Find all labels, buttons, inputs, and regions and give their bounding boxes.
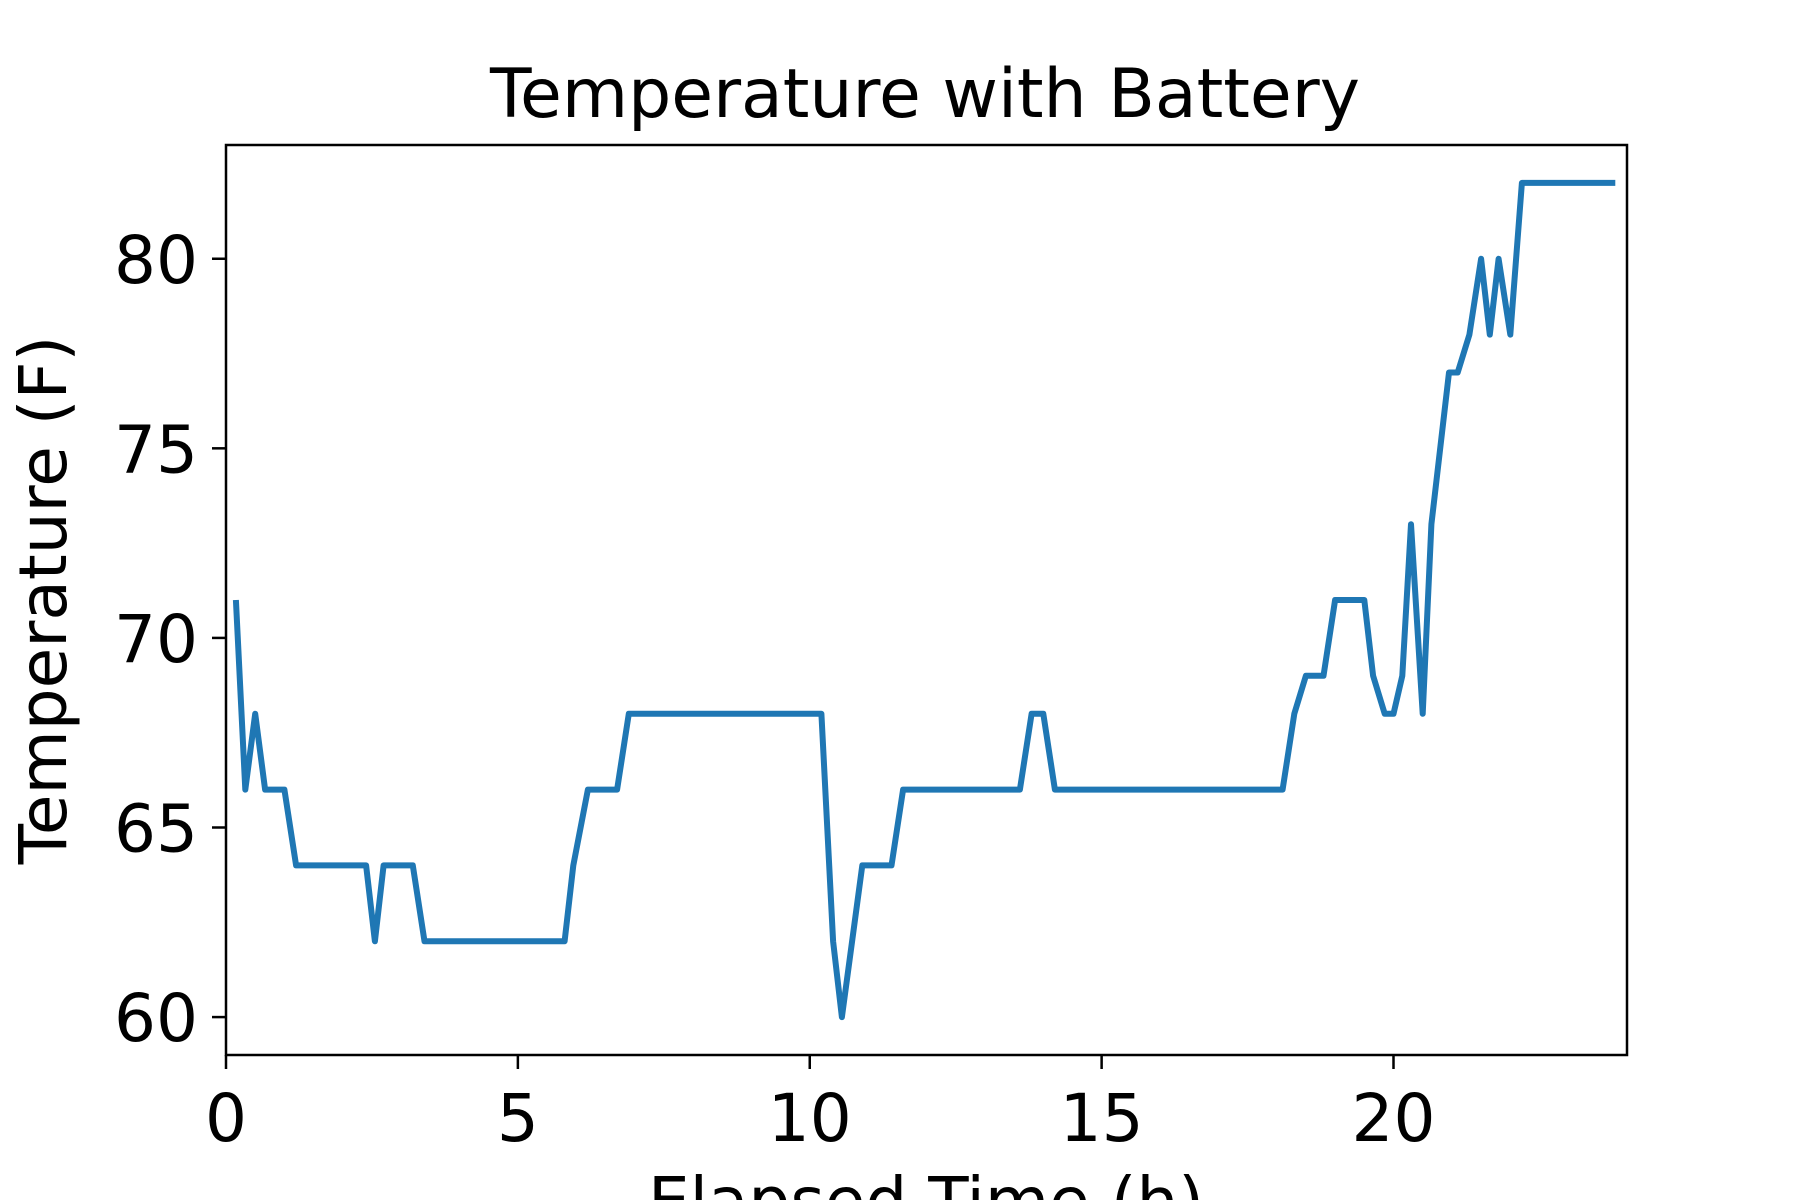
y-axis-label: Temperature (F) bbox=[5, 336, 82, 866]
y-tick-label: 70 bbox=[114, 601, 198, 678]
y-tick-label: 60 bbox=[114, 980, 198, 1057]
temperature-line bbox=[232, 179, 1616, 1021]
x-tick-label: 0 bbox=[205, 1080, 247, 1157]
x-tick-label: 15 bbox=[1060, 1080, 1144, 1157]
x-tick-label: 5 bbox=[497, 1080, 539, 1157]
y-tick-label: 65 bbox=[114, 791, 198, 868]
x-tick-label: 20 bbox=[1352, 1080, 1436, 1157]
x-tick-label: 10 bbox=[768, 1080, 852, 1157]
y-axis: 60 65 70 75 80 bbox=[114, 222, 226, 1057]
x-axis-label: Elapsed Time (h) bbox=[648, 1163, 1204, 1200]
plot-area-frame bbox=[224, 143, 1629, 1057]
chart-title: Temperature with Battery bbox=[489, 55, 1360, 134]
x-axis: 0 5 10 15 20 bbox=[205, 1055, 1435, 1157]
y-tick-label: 80 bbox=[114, 222, 198, 299]
y-tick-label: 75 bbox=[114, 411, 198, 488]
